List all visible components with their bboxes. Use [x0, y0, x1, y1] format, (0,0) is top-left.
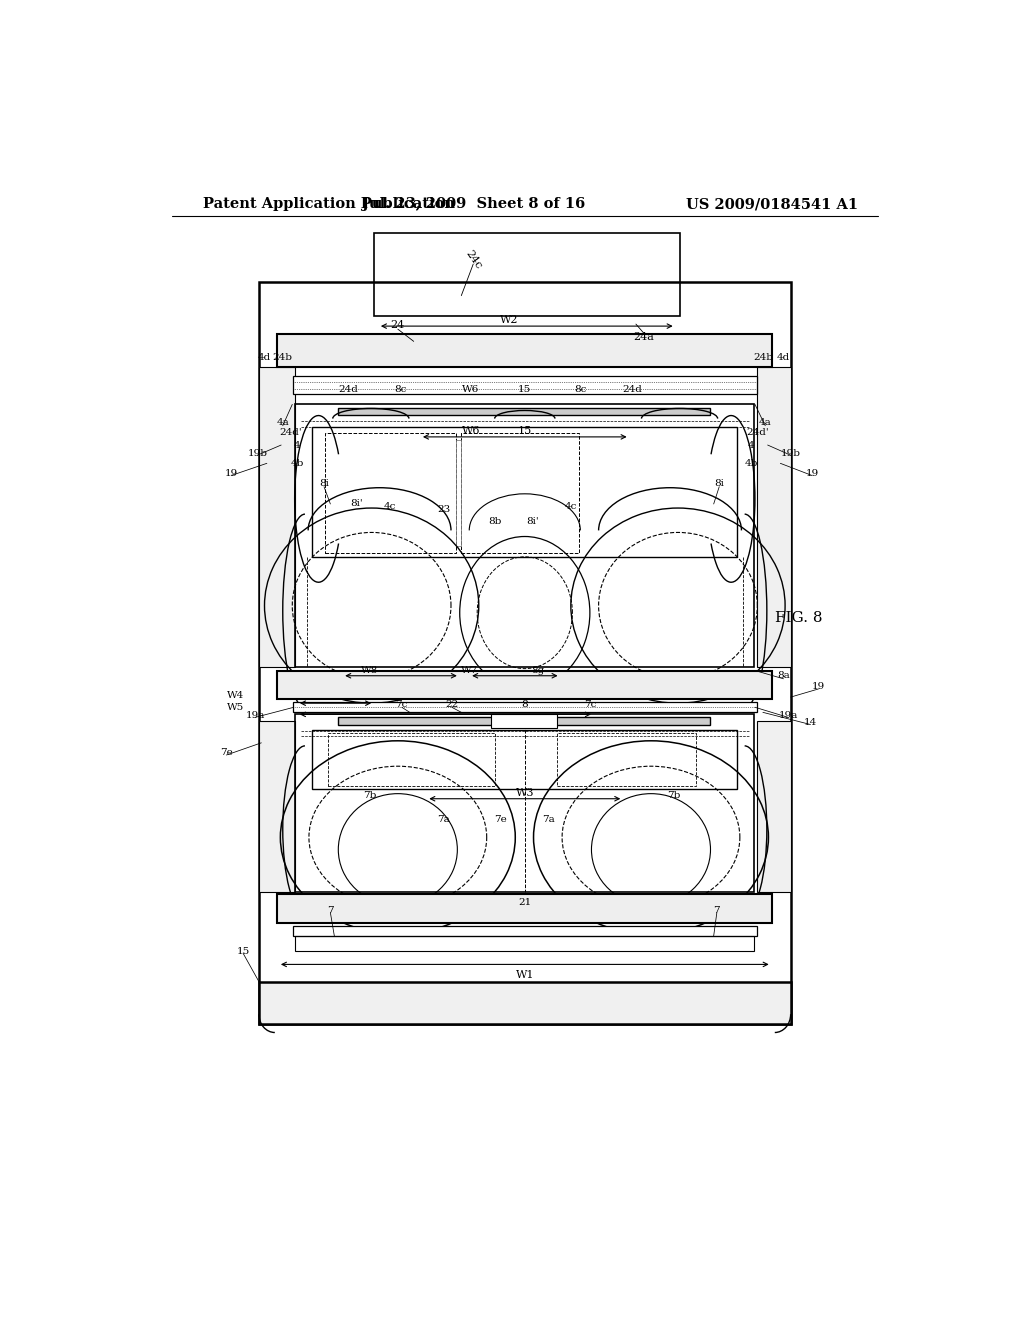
- Bar: [557, 733, 696, 785]
- Text: 8i': 8i': [350, 499, 362, 508]
- Text: 4b: 4b: [291, 459, 304, 467]
- Bar: [312, 426, 737, 557]
- Text: W4: W4: [226, 690, 244, 700]
- Text: 15: 15: [518, 426, 531, 436]
- Bar: [259, 367, 295, 667]
- Bar: [259, 722, 295, 892]
- Text: 7a: 7a: [543, 814, 555, 824]
- Text: W6: W6: [462, 384, 479, 393]
- Bar: [293, 925, 757, 936]
- Bar: [312, 730, 737, 788]
- Bar: [757, 367, 791, 667]
- Text: 8i: 8i: [715, 479, 724, 488]
- Bar: [295, 936, 754, 952]
- Bar: [293, 702, 757, 713]
- Text: 19a: 19a: [246, 711, 264, 719]
- Text: 4a: 4a: [276, 418, 289, 428]
- Text: US 2009/0184541 A1: US 2009/0184541 A1: [686, 197, 858, 211]
- Text: 7b: 7b: [668, 791, 681, 800]
- Text: W3: W3: [515, 788, 535, 797]
- Text: 4: 4: [748, 441, 755, 450]
- Bar: [278, 894, 772, 923]
- Text: 24d': 24d': [746, 428, 769, 437]
- Text: 8: 8: [521, 700, 528, 709]
- Text: 8c: 8c: [394, 384, 407, 393]
- Text: W7: W7: [461, 667, 478, 675]
- Text: 23: 23: [437, 504, 451, 513]
- Text: Jul. 23, 2009  Sheet 8 of 16: Jul. 23, 2009 Sheet 8 of 16: [361, 197, 585, 211]
- Bar: [374, 232, 680, 315]
- Bar: [293, 376, 757, 395]
- Text: 7c: 7c: [395, 700, 408, 709]
- Text: 24: 24: [391, 319, 404, 330]
- Bar: [338, 408, 710, 414]
- Text: W6: W6: [462, 426, 480, 436]
- Text: 4b: 4b: [744, 459, 758, 467]
- Text: 4a: 4a: [759, 418, 772, 428]
- Bar: [328, 733, 495, 785]
- Text: W2: W2: [500, 315, 518, 325]
- Text: 19: 19: [812, 682, 825, 692]
- Text: 4c: 4c: [564, 502, 577, 511]
- Bar: [757, 722, 791, 892]
- Text: 24b: 24b: [272, 354, 293, 362]
- Text: W5: W5: [226, 702, 244, 711]
- Text: 7c: 7c: [584, 700, 596, 709]
- Text: 19: 19: [224, 469, 238, 478]
- Bar: [278, 671, 772, 700]
- Text: 7: 7: [714, 906, 720, 915]
- Text: 14: 14: [804, 718, 817, 727]
- Text: 24d: 24d: [622, 384, 642, 393]
- Bar: [295, 404, 754, 667]
- Bar: [492, 714, 557, 727]
- Bar: [338, 718, 710, 725]
- Text: 19a: 19a: [778, 711, 798, 719]
- Text: 4: 4: [294, 441, 300, 450]
- Text: 8i': 8i': [526, 516, 539, 525]
- Text: 22: 22: [445, 700, 459, 709]
- Text: 19b: 19b: [248, 449, 267, 458]
- Bar: [456, 440, 461, 545]
- Text: 19: 19: [806, 469, 819, 478]
- Text: 4d: 4d: [258, 354, 271, 362]
- Text: 15: 15: [518, 384, 531, 393]
- Text: 4c: 4c: [384, 502, 396, 511]
- Text: 7a: 7a: [437, 814, 451, 824]
- Text: 8b: 8b: [488, 516, 502, 525]
- Text: 8g: 8g: [530, 667, 544, 675]
- Text: 24d': 24d': [280, 428, 302, 437]
- Text: 24d: 24d: [339, 384, 358, 393]
- Text: 8i: 8i: [319, 479, 329, 488]
- Bar: [461, 433, 579, 553]
- Text: 7: 7: [327, 906, 334, 915]
- Text: 19b: 19b: [780, 449, 801, 458]
- Text: 8a: 8a: [777, 672, 790, 680]
- Text: 7b: 7b: [364, 791, 377, 800]
- Text: 7e: 7e: [220, 748, 232, 758]
- Bar: [259, 982, 791, 1024]
- Bar: [325, 433, 456, 553]
- Text: 21: 21: [518, 898, 531, 907]
- Text: FIG. 8: FIG. 8: [775, 611, 822, 624]
- Text: 7e: 7e: [495, 814, 507, 824]
- Text: 4d: 4d: [777, 354, 791, 362]
- Text: Patent Application Publication: Patent Application Publication: [204, 197, 456, 211]
- Text: 8c: 8c: [574, 384, 587, 393]
- Text: 24c: 24c: [463, 248, 483, 272]
- Text: 24b: 24b: [753, 354, 773, 362]
- Bar: [259, 282, 791, 1024]
- Bar: [278, 334, 772, 367]
- Text: 15: 15: [237, 946, 250, 956]
- Text: W1: W1: [515, 970, 535, 979]
- Bar: [295, 714, 754, 892]
- Text: W8: W8: [361, 667, 379, 675]
- Text: 24a: 24a: [634, 333, 654, 342]
